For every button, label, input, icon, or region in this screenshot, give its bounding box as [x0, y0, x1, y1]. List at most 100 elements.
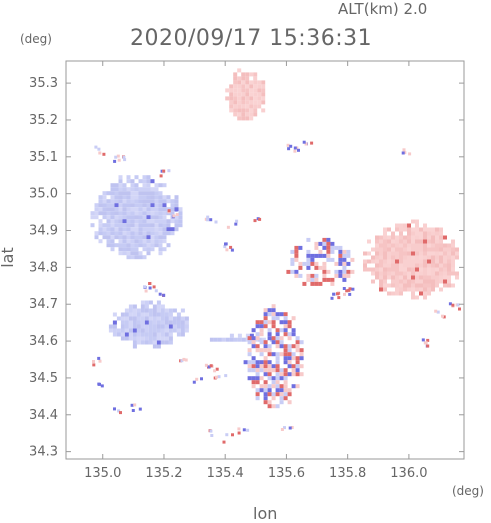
radar-cell: [224, 374, 228, 378]
radar-cell: [150, 239, 155, 244]
radar-cell: [114, 183, 119, 188]
radar-cell: [287, 348, 292, 353]
radar-cell: [158, 195, 163, 200]
radar-cell: [130, 195, 135, 200]
radar-cell: [439, 259, 443, 264]
radar-cell: [411, 227, 415, 232]
radar-cell: [247, 364, 252, 369]
radar-cell: [267, 336, 272, 341]
radar-cell: [267, 344, 272, 349]
radar-cell: [150, 227, 155, 232]
radar-cell: [118, 215, 123, 220]
radar-cell: [106, 207, 111, 212]
radar-cell: [294, 249, 299, 254]
radar-cell: [431, 247, 435, 252]
radar-cell: [170, 231, 175, 236]
radar-cell: [167, 209, 171, 213]
x-unit-label: (deg): [452, 484, 484, 498]
radar-cell: [423, 235, 427, 240]
radar-cell: [304, 142, 308, 146]
radar-cell: [122, 235, 127, 240]
radar-cell: [152, 340, 157, 345]
radar-cell: [154, 203, 159, 208]
radar-cell: [338, 245, 343, 250]
radar-cell: [118, 199, 123, 204]
radar-cell: [421, 338, 425, 342]
radar-cell: [249, 116, 254, 121]
radar-cell: [426, 338, 430, 342]
radar-cell: [134, 235, 139, 240]
radar-cell: [391, 291, 395, 296]
radar-cell: [379, 259, 383, 264]
radar-cell: [403, 259, 407, 264]
y-tick-label: 34.9: [29, 224, 58, 239]
radar-cell: [247, 340, 252, 345]
radar-cell: [345, 289, 349, 293]
radar-cell: [427, 235, 431, 240]
radar-cell: [146, 183, 151, 188]
radar-cell: [375, 243, 379, 248]
radar-cell: [118, 231, 123, 236]
radar-cell: [379, 271, 383, 276]
radar-cell: [164, 336, 169, 341]
radar-cell: [263, 388, 268, 393]
radar-cell: [407, 235, 411, 240]
radar-cell: [160, 304, 165, 309]
radar-cell: [403, 235, 407, 240]
radar-cell: [419, 227, 423, 232]
radar-cell: [411, 231, 415, 236]
radar-cell: [283, 360, 288, 365]
radar-cell: [176, 312, 181, 317]
radar-cell: [221, 337, 226, 342]
radar-cell: [255, 336, 260, 341]
radar-cell: [126, 207, 131, 212]
radar-cell: [134, 255, 139, 260]
radar-cell: [435, 231, 439, 236]
radar-cell: [142, 215, 147, 220]
radar-cell: [275, 312, 280, 317]
radar-cell: [399, 283, 403, 288]
radar-cell: [407, 231, 411, 236]
radar-cell: [427, 259, 431, 264]
radar-cell: [346, 253, 351, 258]
radar-cell: [379, 243, 383, 248]
radar-cell: [132, 308, 137, 313]
radar-cell: [237, 80, 242, 85]
radar-cell: [383, 267, 387, 272]
radar-cell: [156, 312, 161, 317]
radar-cell: [142, 183, 147, 188]
radar-cell: [338, 249, 343, 254]
radar-cell: [267, 328, 272, 333]
radar-cell: [455, 275, 459, 280]
radar-cell: [443, 255, 447, 260]
radar-cell: [162, 219, 167, 224]
radar-cell: [253, 100, 258, 105]
radar-cell: [306, 253, 311, 258]
radar-cell: [98, 382, 101, 386]
radar-cell: [92, 360, 95, 363]
radar-cell: [94, 145, 98, 149]
radar-cell: [140, 300, 145, 305]
radar-cell: [443, 271, 447, 276]
radar-cell: [280, 428, 284, 431]
radar-cell: [431, 267, 435, 272]
radar-cell: [431, 279, 435, 284]
radar-cell: [431, 227, 435, 232]
radar-cell: [259, 320, 264, 325]
radar-cell: [399, 275, 403, 280]
radar-cell: [346, 261, 351, 266]
radar-cell: [152, 324, 157, 329]
radar-cell: [442, 315, 446, 319]
radar-cell: [419, 267, 423, 272]
radar-cell: [271, 308, 276, 313]
radar-cell: [291, 364, 296, 369]
radar-cell: [241, 96, 246, 101]
radar-cell: [148, 312, 153, 317]
radar-cell: [136, 316, 141, 321]
radar-cell: [117, 158, 121, 162]
radar-cell: [395, 271, 399, 276]
radar-cell: [415, 267, 419, 272]
radar-cell: [310, 257, 315, 262]
radar-cell: [399, 235, 403, 240]
radar-cell: [375, 263, 379, 268]
